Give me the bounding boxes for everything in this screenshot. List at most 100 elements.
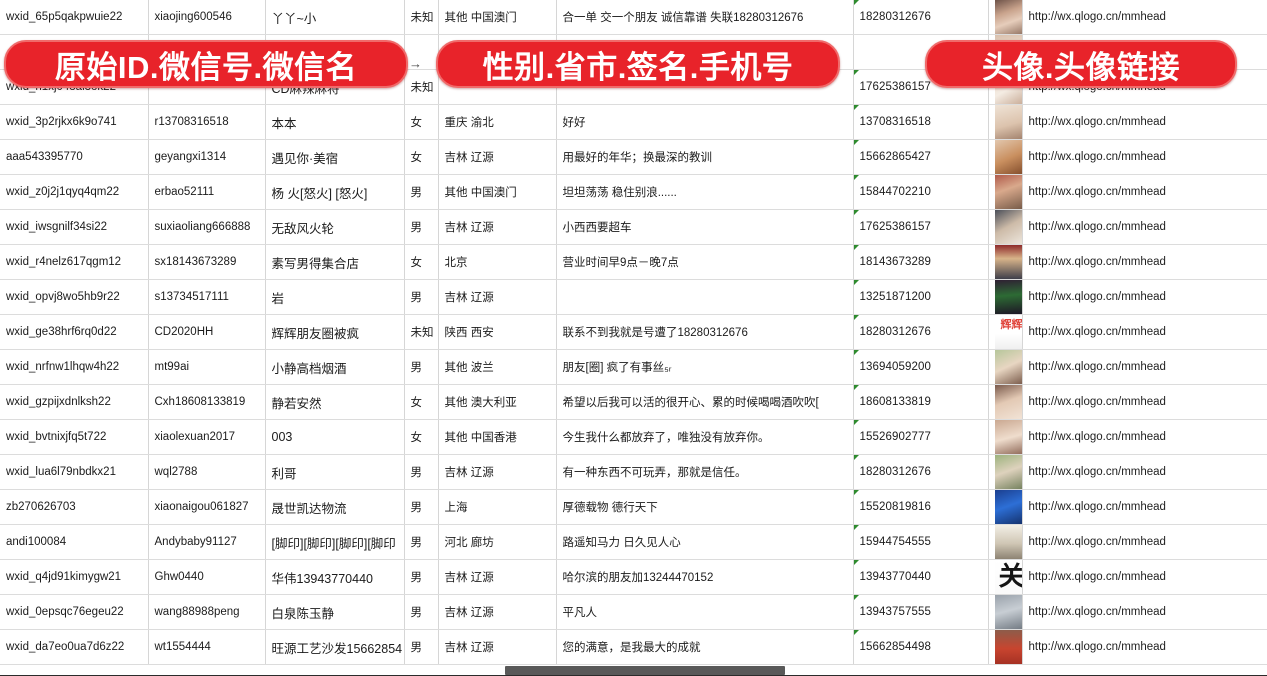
cell-avatar[interactable]: [988, 454, 1023, 490]
table-row[interactable]: zb270626703 xiaonaigou061827 晟世凯达物流男上海 厚德载物…: [0, 489, 1267, 525]
cell-signature[interactable]: 今生我什么都放弃了，唯独没有放弃你。: [556, 419, 854, 455]
cell-original-id[interactable]: zb270626703: [0, 489, 149, 525]
cell-phone-number[interactable]: 17625386157: [853, 209, 989, 245]
cell-signature[interactable]: 好好: [556, 104, 854, 140]
cell-signature[interactable]: 用最好的年华；换最深的教训: [556, 139, 854, 175]
cell-wechat-name[interactable]: 辉辉朋友圈被疯: [265, 314, 405, 350]
cell-avatar[interactable]: [988, 524, 1023, 560]
cell-avatar-url[interactable]: http://wx.qlogo.cn/mmhead: [1022, 174, 1267, 210]
cell-province-city[interactable]: 其他 中国澳门: [438, 174, 557, 210]
cell-gender[interactable]: 男: [404, 454, 439, 490]
cell-phone-number[interactable]: 18280312676: [853, 454, 989, 490]
cell-original-id[interactable]: wxid_r4nelz617qgm12: [0, 244, 149, 280]
cell-wechat-name[interactable]: 旺源工艺沙发15662854: [265, 629, 405, 665]
cell-original-id[interactable]: wxid_nrfnw1lhqw4h22: [0, 349, 149, 385]
cell-wechat-name[interactable]: 利哥: [265, 454, 405, 490]
table-row[interactable]: wxid_3p2rjkx6k9o741 r13708316518 本本女重庆 渝北好…: [0, 104, 1267, 140]
cell-signature[interactable]: 合一单 交一个朋友 诚信靠谱 失联18280312676: [556, 0, 854, 35]
cell-avatar[interactable]: [988, 209, 1023, 245]
cell-wechat-name[interactable]: 003: [265, 419, 405, 455]
cell-avatar-url[interactable]: http://wx.qlogo.cn/mmhead: [1022, 244, 1267, 280]
table-row[interactable]: wxid_q4jd91kimygw21 Ghw0440 华伟13943770440 男…: [0, 559, 1267, 595]
cell-province-city[interactable]: 吉林 辽源: [438, 559, 557, 595]
cell-avatar[interactable]: 关: [988, 559, 1023, 595]
cell-avatar[interactable]: [988, 279, 1023, 315]
cell-signature[interactable]: 平凡人: [556, 594, 854, 630]
cell-province-city[interactable]: 吉林 辽源: [438, 209, 557, 245]
cell-gender[interactable]: 女: [404, 139, 439, 175]
cell-avatar-url[interactable]: http://wx.qlogo.cn/mmhead: [1022, 0, 1267, 35]
cell-avatar-url[interactable]: http://wx.qlogo.cn/mmhead: [1022, 629, 1267, 665]
table-row[interactable]: wxid_da7eo0ua7d6z22 wt1554444 旺源工艺沙发156628…: [0, 629, 1267, 665]
cell-signature[interactable]: 营业时间早9点－晚7点: [556, 244, 854, 280]
table-row[interactable]: wxid_lua6l79nbdkx21 wql2788 利哥男吉林 辽源 有一种东西不…: [0, 454, 1267, 490]
cell-avatar[interactable]: [988, 104, 1023, 140]
cell-province-city[interactable]: 河北 廊坊: [438, 524, 557, 560]
cell-phone-number[interactable]: 18608133819: [853, 384, 989, 420]
cell-gender[interactable]: 女: [404, 384, 439, 420]
cell-phone-number[interactable]: 13251871200: [853, 279, 989, 315]
cell-gender[interactable]: 女: [404, 419, 439, 455]
cell-phone-number[interactable]: 18280312676: [853, 314, 989, 350]
cell-wechat-id[interactable]: xiaonaigou061827: [148, 489, 266, 525]
cell-avatar[interactable]: [988, 419, 1023, 455]
cell-wechat-name[interactable]: 岩: [265, 279, 405, 315]
cell-wechat-id[interactable]: mt99ai: [148, 349, 266, 385]
cell-wechat-name[interactable]: 静若安然: [265, 384, 405, 420]
cell-wechat-id[interactable]: xiaolexuan2017: [148, 419, 266, 455]
table-row[interactable]: wxid_z0j2j1qyq4qm22 erbao52111 杨 火[怒火] [怒火…: [0, 174, 1267, 210]
cell-gender[interactable]: 男: [404, 489, 439, 525]
table-row[interactable]: wxid_nrfnw1lhqw4h22 mt99ai 小静高档烟酒男其他 波兰 朋友[…: [0, 349, 1267, 385]
cell-wechat-id[interactable]: geyangxi1314: [148, 139, 266, 175]
cell-signature[interactable]: 朋友[圈] 疯了有事丝₅ᵣ: [556, 349, 854, 385]
cell-avatar-url[interactable]: http://wx.qlogo.cn/mmhead: [1022, 489, 1267, 525]
cell-avatar-url[interactable]: http://wx.qlogo.cn/mmhead: [1022, 559, 1267, 595]
cell-avatar-url[interactable]: http://wx.qlogo.cn/mmhead: [1022, 384, 1267, 420]
cell-original-id[interactable]: wxid_da7eo0ua7d6z22: [0, 629, 149, 665]
cell-phone-number[interactable]: 15944754555: [853, 524, 989, 560]
cell-signature[interactable]: 小西西要超车: [556, 209, 854, 245]
cell-province-city[interactable]: 其他 中国香港: [438, 419, 557, 455]
cell-wechat-id[interactable]: wql2788: [148, 454, 266, 490]
cell-gender[interactable]: 男: [404, 594, 439, 630]
cell-wechat-id[interactable]: Andybaby91127: [148, 524, 266, 560]
cell-wechat-id[interactable]: CD2020HH: [148, 314, 266, 350]
cell-phone-number[interactable]: 15520819816: [853, 489, 989, 525]
cell-avatar-url[interactable]: http://wx.qlogo.cn/mmhead: [1022, 594, 1267, 630]
table-row[interactable]: wxid_65p5qakpwuie22 xiaojing600546 丫丫~小 未知其…: [0, 0, 1267, 35]
cell-province-city[interactable]: 重庆 渝北: [438, 104, 557, 140]
cell-gender[interactable]: 男: [404, 524, 439, 560]
cell-avatar-url[interactable]: http://wx.qlogo.cn/mmhead: [1022, 139, 1267, 175]
cell-wechat-name[interactable]: 华伟13943770440: [265, 559, 405, 595]
cell-wechat-id[interactable]: xiaojing600546: [148, 0, 266, 35]
table-row[interactable]: wxid_bvtnixjfq5t722 xiaolexuan2017 003 女其他 …: [0, 419, 1267, 455]
cell-original-id[interactable]: wxid_3p2rjkx6k9o741: [0, 104, 149, 140]
cell-phone-number[interactable]: 15844702210: [853, 174, 989, 210]
cell-signature[interactable]: 哈尔滨的朋友加13244470152: [556, 559, 854, 595]
cell-original-id[interactable]: wxid_gzpijxdnlksh22: [0, 384, 149, 420]
cell-wechat-name[interactable]: 本本: [265, 104, 405, 140]
cell-original-id[interactable]: wxid_lua6l79nbdkx21: [0, 454, 149, 490]
cell-signature[interactable]: 坦坦荡荡 稳住别浪......: [556, 174, 854, 210]
cell-wechat-id[interactable]: s13734517111: [148, 279, 266, 315]
table-row[interactable]: wxid_r4nelz617qgm12 sx18143673289 素写男得集合店女…: [0, 244, 1267, 280]
cell-province-city[interactable]: 其他 波兰: [438, 349, 557, 385]
cell-avatar[interactable]: [988, 139, 1023, 175]
table-row[interactable]: wxid_ge38hrf6rq0d22 CD2020HH 辉辉朋友圈被疯 未知 陕西 西…: [0, 314, 1267, 350]
cell-province-city[interactable]: 吉林 辽源: [438, 594, 557, 630]
cell-gender[interactable]: 男: [404, 349, 439, 385]
cell-wechat-name[interactable]: [脚印][脚印][脚印][脚印: [265, 524, 405, 560]
cell-avatar[interactable]: 辉辉: [988, 314, 1023, 350]
table-row[interactable]: wxid_iwsgnilf34si22 suxiaoliang666888 无敌风火…: [0, 209, 1267, 245]
cell-avatar-url[interactable]: http://wx.qlogo.cn/mmhead: [1022, 209, 1267, 245]
scrollbar-thumb[interactable]: [505, 666, 785, 675]
cell-avatar[interactable]: [988, 489, 1023, 525]
cell-wechat-name[interactable]: 白泉陈玉静: [265, 594, 405, 630]
cell-original-id[interactable]: wxid_ge38hrf6rq0d22: [0, 314, 149, 350]
cell-avatar[interactable]: [988, 349, 1023, 385]
cell-wechat-id[interactable]: erbao52111: [148, 174, 266, 210]
cell-gender[interactable]: 女: [404, 104, 439, 140]
cell-phone-number[interactable]: 15526902777: [853, 419, 989, 455]
cell-wechat-id[interactable]: r13708316518: [148, 104, 266, 140]
